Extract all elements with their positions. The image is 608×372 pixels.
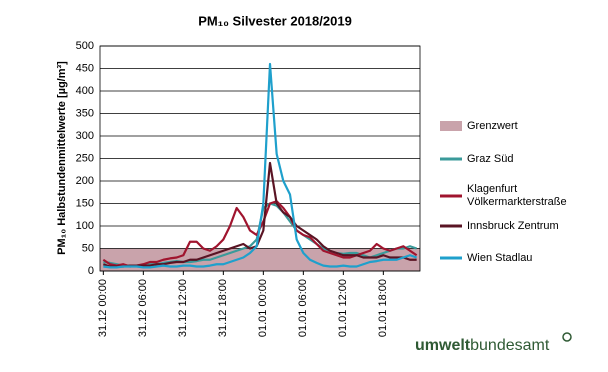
x-tick-label: 01.01 00:00 [257, 279, 269, 337]
series-line [103, 62, 418, 269]
legend-label-line: Klagenfurt [467, 183, 517, 195]
chart-title: PM₁₀ Silvester 2018/2019 [198, 13, 352, 28]
y-tick-label: 450 [76, 62, 94, 74]
legend-label: Grenzwert [467, 120, 518, 132]
y-tick-label: 0 [88, 265, 94, 277]
legend-label: Innsbruck Zentrum [467, 220, 559, 232]
plot-frame [99, 45, 421, 272]
legend-label: Graz Süd [467, 153, 513, 165]
y-axis-label: PM₁₀ Halbstundenmittelwerte [µg/m³] [56, 61, 68, 255]
x-tick-label: 01.01 12:00 [337, 279, 349, 337]
logo-part: umwelt [415, 337, 471, 354]
x-tick-label: 31.12 00:00 [97, 279, 109, 337]
y-tick-label: 100 [76, 220, 94, 232]
logo-icon [562, 332, 572, 342]
legend-label: Klagenfurt Völkermarkterstraße [467, 183, 567, 208]
y-tick-label: 250 [76, 152, 94, 164]
logo: umweltbundesamt [415, 337, 550, 354]
series-line [102, 161, 417, 268]
y-tick-label: 400 [76, 85, 94, 97]
legend-label: Wien Stadlau [467, 252, 532, 264]
legend-swatch [440, 121, 462, 131]
y-tick-label: 500 [76, 40, 94, 52]
y-tick-label: 350 [76, 107, 94, 119]
y-tick-label: 300 [76, 130, 94, 142]
x-tick-label: 31.12 12:00 [177, 279, 189, 337]
logo-part: bundesamt [470, 337, 550, 354]
legend-label-line: Völkermarkterstraße [467, 196, 567, 208]
y-tick-label: 200 [76, 175, 94, 187]
x-tick-label: 01.01 06:00 [297, 279, 309, 337]
x-tick-label: 01.01 18:00 [377, 279, 389, 337]
x-tick-label: 31.12 18:00 [217, 279, 229, 337]
x-tick-label: 31.12 06:00 [137, 279, 149, 337]
y-tick-label: 50 [82, 242, 94, 254]
y-tick-label: 150 [76, 197, 94, 209]
